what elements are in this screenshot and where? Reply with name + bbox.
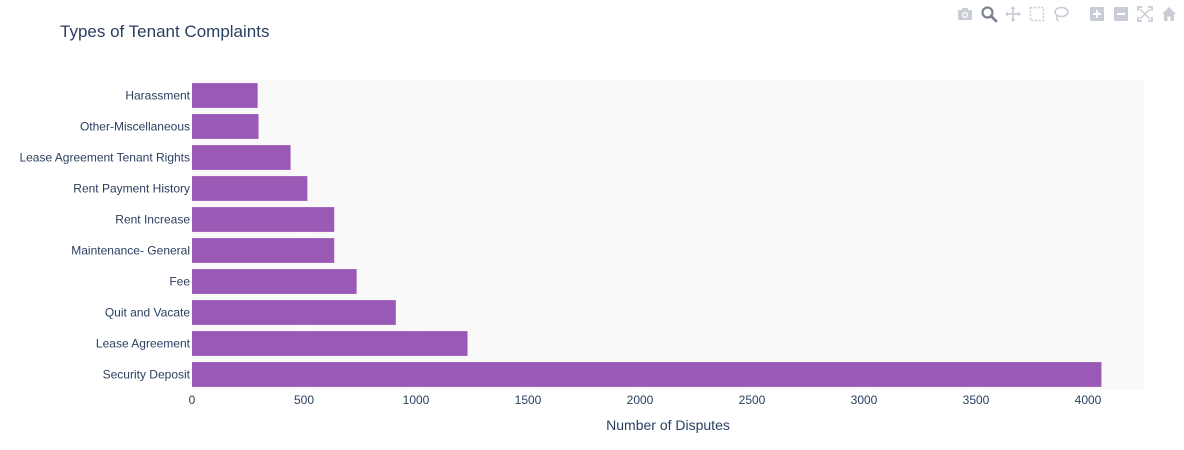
zoom-out-icon[interactable] [1112, 5, 1130, 23]
y-tick-label: Maintenance- General [71, 244, 190, 258]
chart-title: Types of Tenant Complaints [60, 22, 270, 41]
bars [192, 83, 1102, 387]
bar[interactable] [192, 83, 258, 108]
bar[interactable] [192, 145, 291, 170]
y-tick-label: Lease Agreement [96, 337, 191, 351]
x-tick-labels: 0 500 1000 1500 2000 2500 3000 3500 4000 [189, 393, 1102, 407]
bar[interactable] [192, 362, 1102, 387]
y-tick-label: Security Deposit [103, 368, 191, 382]
zoom-icon[interactable] [980, 5, 998, 23]
modebar [950, 4, 1178, 24]
y-tick-label: Rent Payment History [73, 182, 190, 196]
bar[interactable] [192, 176, 308, 201]
camera-icon[interactable] [956, 5, 974, 23]
x-tick-label: 500 [294, 393, 314, 407]
x-tick-label: 3000 [851, 393, 878, 407]
x-tick-label: 2500 [739, 393, 766, 407]
autoscale-icon[interactable] [1136, 5, 1154, 23]
x-tick-label: 2000 [627, 393, 654, 407]
bar[interactable] [192, 114, 259, 139]
x-tick-label: 0 [189, 393, 196, 407]
y-tick-label: Fee [169, 275, 190, 289]
box-select-icon[interactable] [1028, 5, 1046, 23]
zoom-in-icon[interactable] [1088, 5, 1106, 23]
gridlines [303, 80, 1089, 390]
y-tick-labels: Security Deposit Lease Agreement Quit and … [19, 89, 190, 382]
y-tick-label: Other-Miscellaneous [80, 120, 190, 134]
bar[interactable] [192, 331, 468, 356]
home-icon[interactable] [1160, 5, 1178, 23]
x-tick-label: 3500 [963, 393, 990, 407]
y-tick-label: Lease Agreement Tenant Rights [19, 151, 190, 165]
y-tick-label: Rent Increase [115, 213, 190, 227]
bar[interactable] [192, 300, 396, 325]
x-tick-label: 1000 [403, 393, 430, 407]
y-tick-label: Quit and Vacate [105, 306, 190, 320]
bar[interactable] [192, 238, 335, 263]
bar[interactable] [192, 207, 335, 232]
pan-icon[interactable] [1004, 5, 1022, 23]
bar[interactable] [192, 269, 357, 294]
lasso-icon[interactable] [1052, 5, 1070, 23]
x-tick-label: 1500 [515, 393, 542, 407]
x-axis-title: Number of Disputes [606, 417, 730, 433]
y-tick-label: Harassment [125, 89, 190, 103]
x-tick-label: 4000 [1075, 393, 1102, 407]
